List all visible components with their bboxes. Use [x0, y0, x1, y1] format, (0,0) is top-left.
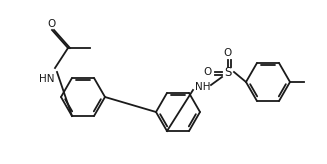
Text: HN: HN: [39, 74, 55, 84]
Text: O: O: [224, 48, 232, 58]
Text: O: O: [48, 19, 56, 29]
Text: S: S: [224, 65, 232, 79]
Text: O: O: [204, 67, 212, 77]
Text: NH: NH: [195, 82, 211, 92]
